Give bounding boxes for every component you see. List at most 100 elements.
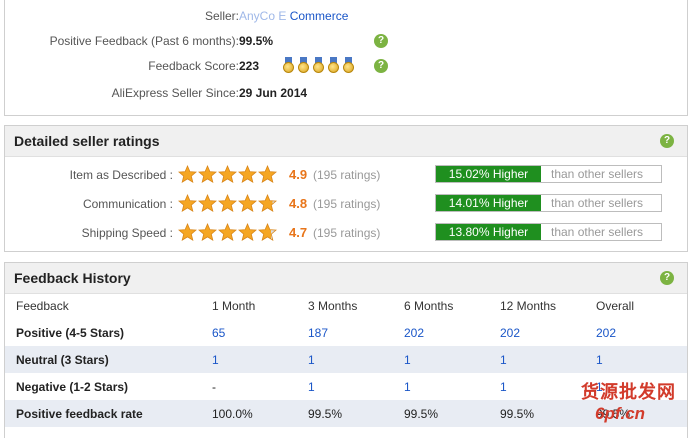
- medal-icon: [298, 57, 309, 73]
- medal-icon: [283, 57, 294, 73]
- higher-percent: 15.02% Higher: [436, 166, 541, 182]
- column-header: Feedback: [16, 299, 69, 313]
- table-cell: 99.5%: [308, 400, 404, 427]
- rating-count: (195 ratings): [313, 197, 381, 211]
- table-cell[interactable]: 1: [500, 346, 596, 373]
- row-label: Positive (4-5 Stars): [16, 325, 125, 340]
- rating-score: 4.8: [289, 196, 308, 211]
- comparison-bar: 14.01% Higher than other sellers: [435, 194, 662, 212]
- site-watermark: 货源批发网 6pf.cn: [581, 378, 693, 436]
- positive-feedback-label: Positive Feedback (Past 6 months):: [49, 34, 239, 48]
- rating-count: (195 ratings): [313, 168, 381, 182]
- comparison-bar: 13.80% Higher than other sellers: [435, 223, 662, 241]
- seller-since-row: AliExpress Seller Since: 29 Jun 2014: [5, 83, 687, 103]
- star-icon: [238, 223, 257, 241]
- feedback-history-panel: Feedback History ? Feedback 1 Month 3 Mo…: [4, 262, 688, 438]
- table-row: Neutral (3 Stars) 1 1 1 1 1: [5, 346, 687, 373]
- table-cell: -: [212, 379, 216, 394]
- row-label: Positive feedback rate: [5, 400, 212, 427]
- star-icon: [258, 165, 277, 183]
- row-label: Neutral (3 Stars): [5, 346, 212, 373]
- star-icon: [238, 194, 257, 212]
- table-cell[interactable]: 1: [308, 346, 404, 373]
- star-rating: [178, 194, 277, 213]
- column-header: 6 Months: [404, 299, 454, 313]
- row-label: Negative (1-2 Stars): [16, 379, 129, 394]
- comparison-text: than other sellers: [551, 167, 644, 181]
- star-icon: [178, 165, 197, 183]
- table-cell: 99.5%: [596, 400, 687, 427]
- star-icon: [258, 194, 277, 212]
- feedback-score-row: Feedback Score: 223 ?: [5, 56, 687, 76]
- medal-icon: [343, 57, 354, 73]
- panel-title: Detailed seller ratings: [14, 133, 160, 149]
- panel-header: Detailed seller ratings ?: [5, 126, 687, 157]
- table-row: Positive feedback rate 100.0% 99.5% 99.5% 99…: [5, 400, 687, 427]
- table-cell[interactable]: 1: [500, 379, 507, 394]
- medal-icon: [313, 57, 324, 73]
- table-cell[interactable]: 1: [404, 346, 500, 373]
- table-cell[interactable]: 1: [212, 346, 308, 373]
- star-icon: [198, 194, 217, 212]
- table-cell[interactable]: 202: [404, 325, 425, 340]
- star-rating: [178, 165, 277, 184]
- table-cell[interactable]: 1: [596, 379, 603, 394]
- rating-row: Shipping Speed : 4.7 (195 ratings) 13.80% H…: [5, 222, 687, 244]
- seller-since-label: AliExpress Seller Since:: [111, 86, 239, 100]
- star-rating: [178, 223, 277, 242]
- star-icon: [218, 223, 237, 241]
- positive-feedback-row: Positive Feedback (Past 6 months): 99.5%…: [5, 31, 687, 51]
- higher-percent: 14.01% Higher: [436, 195, 541, 211]
- rating-score: 4.9: [289, 167, 308, 182]
- watermark-text: 货源批发网: [581, 382, 676, 402]
- star-icon: [178, 223, 197, 241]
- star-icon: [198, 165, 217, 183]
- seller-row: Seller: AnyCo E Commerce: [5, 6, 687, 26]
- help-icon[interactable]: ?: [660, 134, 674, 148]
- higher-percent: 13.80% Higher: [436, 224, 541, 240]
- table-cell[interactable]: 1: [308, 379, 315, 394]
- medal-icon: [328, 57, 339, 73]
- comparison-text: than other sellers: [551, 196, 644, 210]
- help-icon[interactable]: ?: [374, 34, 388, 48]
- rating-label: Item as Described :: [69, 168, 173, 182]
- star-icon: [218, 194, 237, 212]
- feedback-score-value: 223: [239, 59, 260, 73]
- seller-since-value: 29 Jun 2014: [239, 86, 308, 100]
- seller-name-link[interactable]: AnyCo E Commerce: [239, 9, 348, 23]
- table-row: Positive (4-5 Stars) 65 187 202 202 202: [5, 319, 687, 346]
- seller-name: Commerce: [289, 9, 349, 23]
- comparison-bar: 15.02% Higher than other sellers: [435, 165, 662, 183]
- positive-feedback-value: 99.5%: [239, 34, 274, 48]
- detailed-ratings-panel: Detailed seller ratings ? Item as Descri…: [4, 125, 688, 252]
- star-icon: [178, 194, 197, 212]
- column-header: 3 Months: [308, 299, 358, 313]
- medal-icons: [283, 57, 354, 73]
- feedback-history-table: Feedback 1 Month 3 Months 6 Months 12 Mo…: [5, 293, 687, 427]
- rating-label: Communication :: [82, 197, 173, 211]
- table-cell: 99.5%: [500, 400, 596, 427]
- panel-title: Feedback History: [14, 270, 131, 286]
- help-icon[interactable]: ?: [660, 271, 674, 285]
- feedback-score-label: Feedback Score:: [148, 59, 239, 73]
- seller-label: Seller:: [204, 9, 239, 23]
- panel-header: Feedback History ?: [5, 263, 687, 294]
- star-icon: [218, 165, 237, 183]
- seller-info-panel: Seller: AnyCo E Commerce Positive Feedba…: [4, 0, 688, 116]
- table-cell[interactable]: 1: [596, 346, 687, 373]
- watermark-domain: 6pf.cn: [595, 404, 646, 423]
- table-header-row: Feedback 1 Month 3 Months 6 Months 12 Mo…: [5, 293, 687, 319]
- help-icon[interactable]: ?: [374, 59, 388, 73]
- star-icon: [198, 223, 217, 241]
- column-header: 1 Month: [212, 299, 256, 313]
- column-header: Overall: [596, 299, 635, 313]
- table-cell[interactable]: 187: [308, 325, 329, 340]
- table-cell[interactable]: 202: [500, 325, 521, 340]
- table-cell[interactable]: 65: [212, 325, 226, 340]
- table-cell[interactable]: 202: [596, 325, 617, 340]
- star-icon: [238, 165, 257, 183]
- rating-row: Item as Described : 4.9 (195 ratings) 15.02…: [5, 164, 687, 186]
- rating-count: (195 ratings): [313, 226, 381, 240]
- table-cell[interactable]: 1: [404, 379, 411, 394]
- rating-label: Shipping Speed :: [81, 226, 173, 240]
